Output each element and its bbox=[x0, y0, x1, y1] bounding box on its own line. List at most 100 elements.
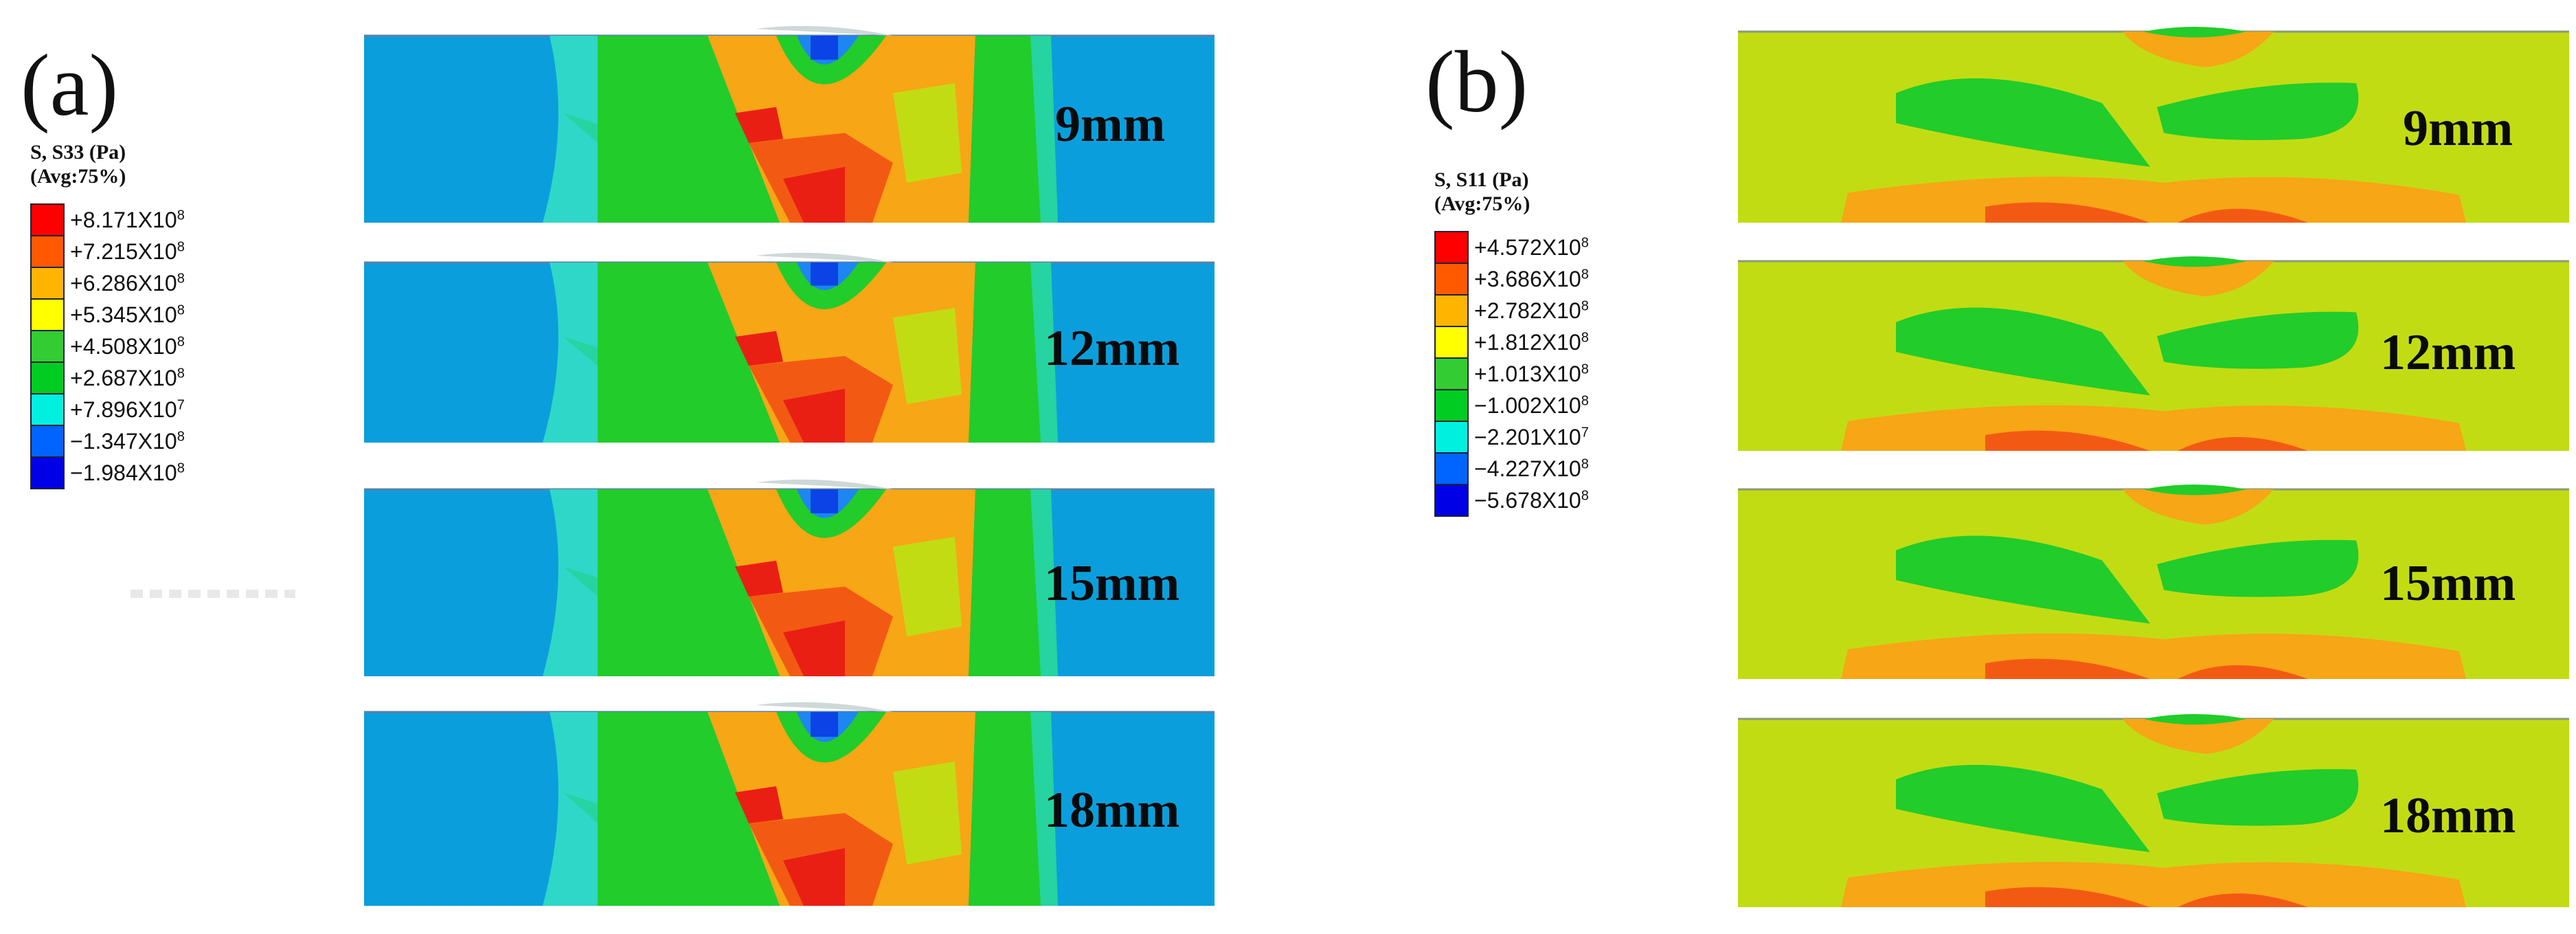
legend-entry: +3.686X108 bbox=[1436, 264, 1589, 296]
legend-value: +8.171X108 bbox=[70, 208, 185, 232]
top-green-cap bbox=[2143, 485, 2246, 496]
legend-swatch bbox=[32, 394, 63, 426]
legend-value: −1.347X108 bbox=[70, 429, 185, 454]
green-lobe-right bbox=[2157, 769, 2359, 826]
red-core bbox=[783, 166, 845, 223]
bottom-orange-band bbox=[1841, 405, 2466, 451]
legend-swatch bbox=[32, 458, 63, 489]
mint-band-right bbox=[1030, 712, 1058, 906]
thickness-label: 18mm bbox=[2380, 788, 2516, 844]
thickness-label: 18mm bbox=[1044, 782, 1180, 838]
legend-value: +6.286X108 bbox=[70, 271, 185, 296]
top-orange-arc bbox=[2123, 32, 2274, 67]
green-zone bbox=[598, 36, 780, 223]
weld-crown bbox=[756, 25, 893, 36]
bottom-orange-band bbox=[1841, 633, 2466, 679]
legend-value: +5.345X108 bbox=[70, 302, 185, 327]
legend-swatch bbox=[32, 426, 63, 458]
legend-entry: +6.286X108 bbox=[32, 268, 185, 300]
legend-value: +3.686X108 bbox=[1474, 267, 1589, 291]
red-spot bbox=[735, 107, 783, 143]
legend-swatch bbox=[1436, 296, 1467, 327]
legend-entry: +2.782X108 bbox=[1436, 296, 1589, 327]
legend-entry: −1.984X108 bbox=[32, 458, 185, 489]
legend-swatch bbox=[32, 205, 63, 236]
top-deep-blue bbox=[811, 489, 838, 513]
top-orange-arc bbox=[2123, 489, 2274, 525]
mint-band-right bbox=[1030, 489, 1058, 676]
top-green-cap bbox=[2143, 27, 2246, 38]
legend-entry: −1.002X108 bbox=[1436, 390, 1589, 422]
contour-b-1 bbox=[1738, 27, 2569, 223]
legend-value: −5.678X108 bbox=[1474, 488, 1589, 513]
faded-mark bbox=[131, 590, 295, 598]
green-band-right bbox=[969, 263, 1044, 443]
legend-value: +2.782X108 bbox=[1474, 298, 1589, 323]
legend-swatch bbox=[1436, 327, 1467, 359]
legend-value: +7.215X108 bbox=[70, 239, 185, 264]
yellowgreen-band bbox=[893, 761, 962, 865]
legend-value: +7.896X107 bbox=[70, 397, 185, 422]
legend-entry: −1.347X108 bbox=[32, 426, 185, 458]
bottom-red-left bbox=[1985, 887, 2150, 907]
legend-entry: −5.678X108 bbox=[1436, 485, 1589, 517]
green-lobe-right bbox=[2157, 540, 2359, 597]
weld-crown bbox=[756, 702, 893, 712]
weld-crown bbox=[756, 479, 893, 489]
strip-b-2: 12mm bbox=[1738, 253, 2569, 451]
thickness-label: 12mm bbox=[1044, 320, 1180, 377]
yellowgreen-band bbox=[893, 537, 962, 636]
yellowgreen-band bbox=[893, 308, 962, 404]
red-spot bbox=[735, 331, 783, 366]
legend-swatch bbox=[1436, 485, 1467, 517]
yellowgreen-band bbox=[893, 83, 962, 183]
thickness-label: 15mm bbox=[1044, 555, 1180, 612]
thickness-label: 12mm bbox=[2380, 324, 2516, 381]
red-core bbox=[783, 620, 845, 676]
legend-swatch bbox=[1436, 390, 1467, 422]
green-lobe-left bbox=[1896, 307, 2150, 396]
bottom-red-left bbox=[1985, 658, 2150, 679]
contour-b-3 bbox=[1738, 485, 2569, 679]
top-green-cap bbox=[2143, 714, 2246, 725]
legend-b-subtitle: (Avg:75%) bbox=[1434, 192, 1530, 215]
contour-b-2 bbox=[1738, 256, 2569, 451]
legend-entry: +1.013X108 bbox=[1436, 359, 1589, 390]
top-deep-blue bbox=[811, 36, 838, 60]
green-band-right bbox=[969, 36, 1044, 223]
green-lobe-left bbox=[1896, 764, 2150, 852]
legend-a-title: S, S33 (Pa) bbox=[30, 141, 126, 164]
contour-a-1 bbox=[364, 25, 1214, 223]
legend-a-subtitle: (Avg:75%) bbox=[30, 164, 126, 188]
legend-a-colorbar: +8.171X108 +7.215X108 +6.286X108 +5.345X108… bbox=[30, 203, 185, 489]
strip-a-2: 12mm bbox=[364, 250, 1214, 443]
green-zone bbox=[598, 263, 780, 443]
legend-entry: −4.227X108 bbox=[1436, 454, 1589, 485]
strip-a-1: 9mm bbox=[364, 23, 1214, 223]
legend-value: +1.013X108 bbox=[1474, 362, 1589, 386]
legend-swatch bbox=[1436, 264, 1467, 296]
legend-entry: +2.687X108 bbox=[32, 363, 185, 394]
strip-b-4: 18mm bbox=[1738, 711, 2569, 907]
legend-value: +4.508X108 bbox=[70, 334, 185, 359]
legend-entry: −2.201X107 bbox=[1436, 422, 1589, 454]
green-band-right bbox=[969, 489, 1044, 676]
thickness-label: 9mm bbox=[2403, 100, 2513, 157]
strip-a-4: 18mm bbox=[364, 700, 1214, 906]
thickness-label: 15mm bbox=[2380, 555, 2516, 612]
legend-value: +2.687X108 bbox=[70, 366, 185, 390]
top-deep-blue bbox=[811, 712, 838, 737]
bottom-orange-band bbox=[1841, 862, 2466, 907]
legend-value: −4.227X108 bbox=[1474, 456, 1589, 481]
red-core bbox=[783, 388, 845, 443]
green-lobe-left bbox=[1896, 535, 2150, 624]
green-zone bbox=[598, 489, 780, 676]
legend-swatch bbox=[32, 363, 63, 394]
strip-a-3: 15mm bbox=[364, 477, 1214, 676]
legend-entry: +7.896X107 bbox=[32, 394, 185, 426]
bottom-red-right bbox=[2178, 208, 2308, 223]
legend-b-colorbar: +4.572X108 +3.686X108 +2.782X108 +1.812X108… bbox=[1434, 231, 1589, 517]
red-core bbox=[783, 848, 845, 906]
legend-value: −2.201X107 bbox=[1474, 425, 1589, 449]
green-band-right bbox=[969, 712, 1044, 906]
